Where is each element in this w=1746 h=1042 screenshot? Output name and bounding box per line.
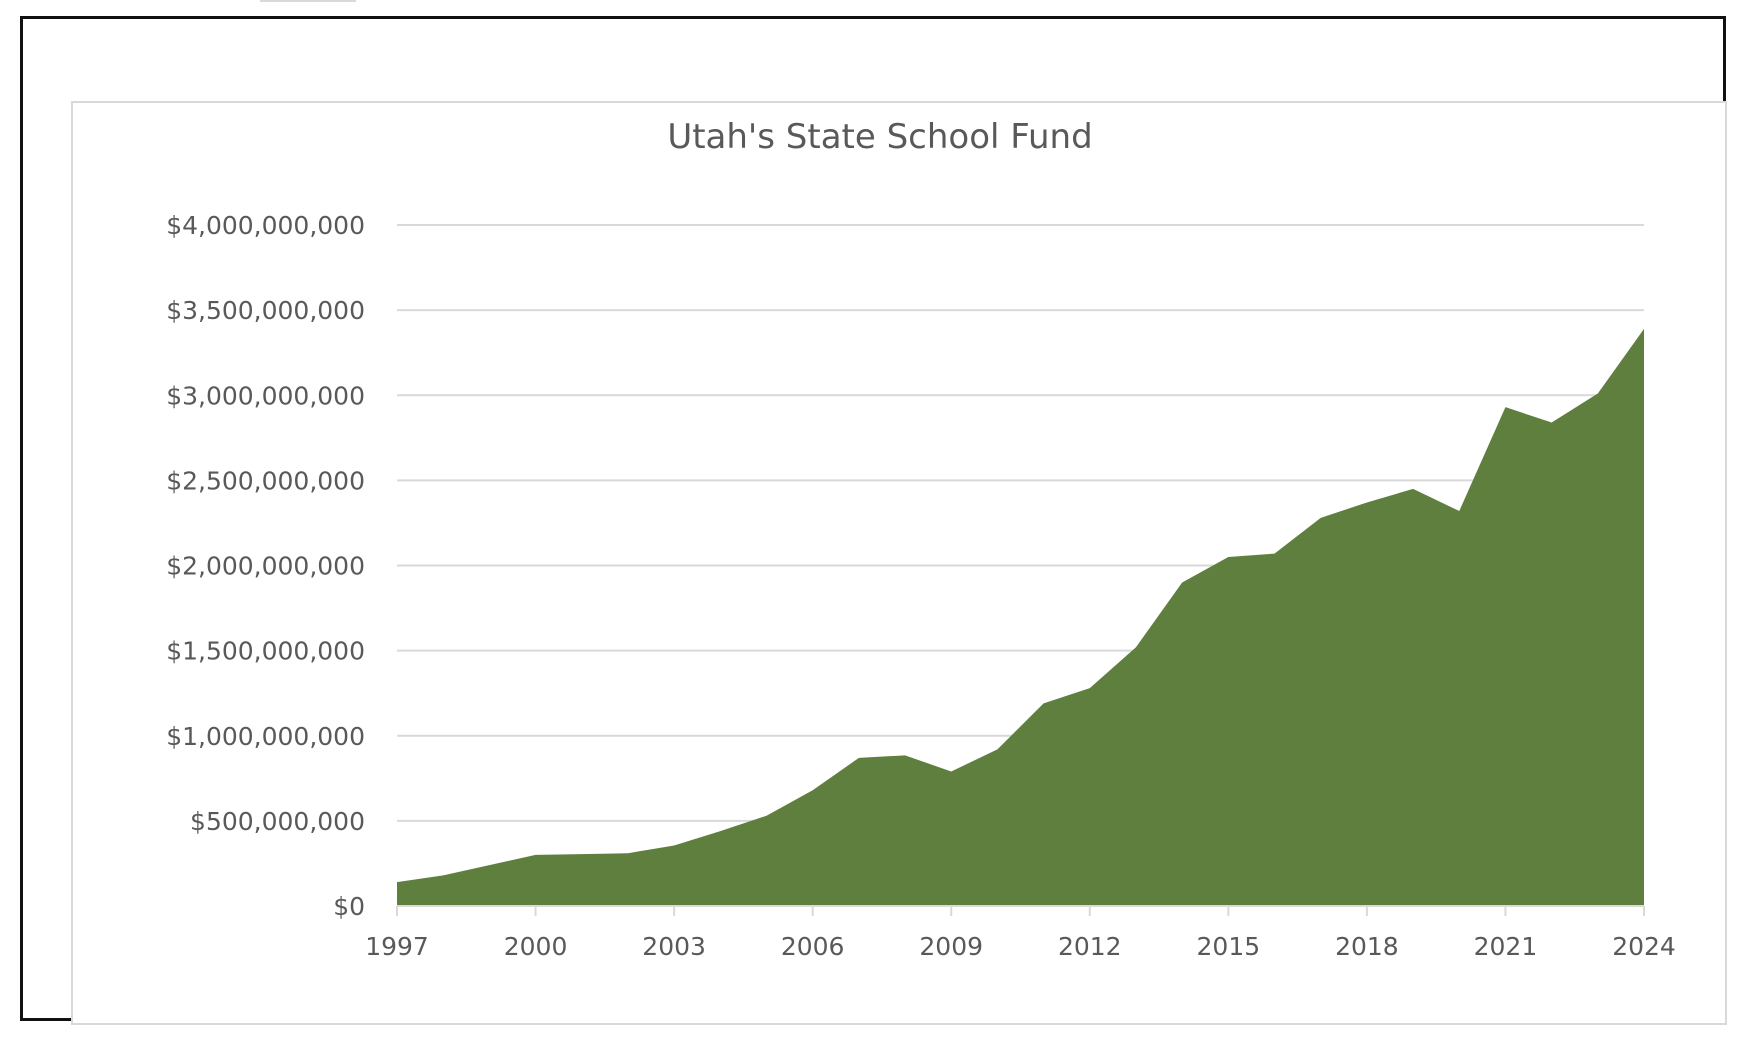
x-tick-label-5: 2012 <box>1058 932 1122 961</box>
y-tick-labels: $0 $500,000,000 $1,000,000,000 $1,500,000,0… <box>166 211 365 921</box>
top-tab-mark <box>260 0 356 2</box>
area-layer <box>397 328 1644 906</box>
y-tick-label-7: $3,500,000,000 <box>166 296 365 325</box>
y-tick-label-0: $0 <box>333 892 365 921</box>
x-tick-label-9: 2024 <box>1612 932 1676 961</box>
y-tick-label-6: $3,000,000,000 <box>166 381 365 410</box>
y-tick-label-4: $2,000,000,000 <box>166 552 365 581</box>
x-tick-label-6: 2015 <box>1197 932 1261 961</box>
y-tick-label-3: $1,500,000,000 <box>166 637 365 666</box>
x-tick-label-7: 2018 <box>1335 932 1399 961</box>
x-tick-label-3: 2006 <box>781 932 845 961</box>
y-tick-label-1: $500,000,000 <box>190 807 365 836</box>
chart-title: Utah's State School Fund <box>667 117 1092 157</box>
area-series-0 <box>397 328 1644 906</box>
x-tick-label-0: 1997 <box>365 932 429 961</box>
axis-layer <box>396 905 1645 916</box>
y-tick-label-2: $1,000,000,000 <box>166 722 365 751</box>
y-tick-label-5: $2,500,000,000 <box>166 466 365 495</box>
x-tick-label-2: 2003 <box>642 932 706 961</box>
x-tick-label-8: 2021 <box>1474 932 1538 961</box>
x-tick-label-1: 2000 <box>504 932 568 961</box>
x-tick-label-4: 2009 <box>919 932 983 961</box>
x-tick-labels: 1997 2000 2003 2006 2009 2012 2015 2018 2021 2024 <box>365 932 1676 961</box>
y-tick-label-8: $4,000,000,000 <box>166 211 365 240</box>
